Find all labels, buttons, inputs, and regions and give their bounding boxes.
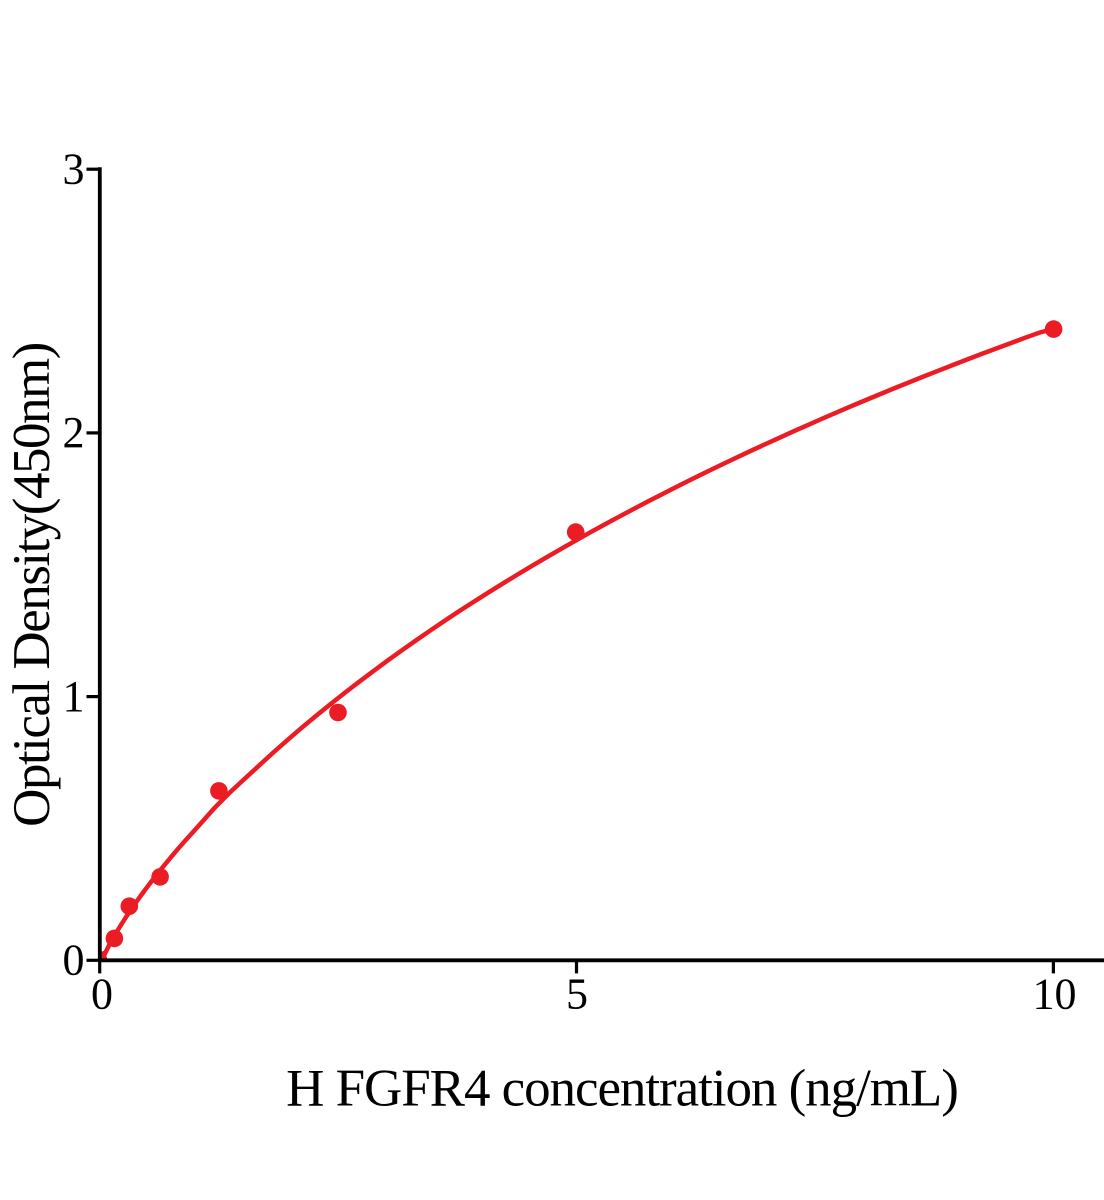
svg-text:2: 2 bbox=[63, 408, 85, 457]
svg-text:1: 1 bbox=[63, 672, 85, 721]
svg-text:5: 5 bbox=[566, 970, 588, 1019]
svg-text:0: 0 bbox=[63, 936, 85, 985]
svg-text:H FGFR4 concentration (ng/mL): H FGFR4 concentration (ng/mL) bbox=[286, 1060, 958, 1118]
svg-text:3: 3 bbox=[63, 145, 85, 194]
svg-text:0: 0 bbox=[91, 970, 113, 1019]
svg-text:Optical Density(450nm): Optical Density(450nm) bbox=[3, 343, 61, 827]
svg-text:10: 10 bbox=[1033, 970, 1077, 1019]
